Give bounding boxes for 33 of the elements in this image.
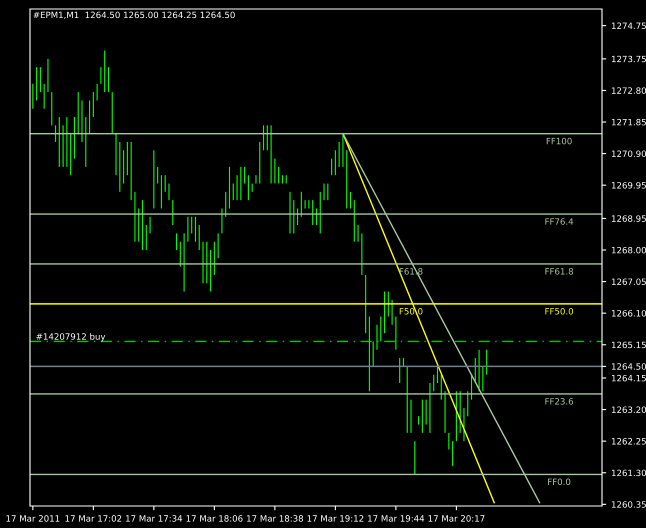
y-tick-label: 1274.75 [612,22,646,30]
y-tick-label: 1261.30 [612,470,646,476]
y-tick-label: 1262.25 [612,438,646,445]
ref-line-label: #14207912 buy [36,333,106,342]
x-tick-label: 17 Mar 2011 [6,515,60,522]
y-tick-label: 1268.00 [612,246,646,254]
y-tick-label: 1271.85 [612,118,646,126]
y-tick-label: 1273.75 [612,56,646,62]
x-tick-label: 17 Mar 19:44 [368,515,424,522]
ref-line-label: FF23.6 [545,398,574,405]
x-tick-label: 17 Mar 17:02 [66,515,122,522]
y-tick-label: 1269.95 [612,182,646,189]
x-tick-label: 17 Mar 20:17 [428,515,484,522]
ref-line-label: FF100 [546,138,572,144]
x-tick-label: 17 Mar 17:34 [126,515,182,522]
x-tick-label: 17 Mar 18:38 [247,515,304,522]
y-tick-label: 1264.50 [612,363,646,370]
x-tick-label: 17 Mar 19:12 [308,515,364,522]
ref-line-label: FF0.0 [548,478,570,486]
ref-line-label: FF61.8 [545,268,574,275]
y-tick-label: 1267.05 [612,278,646,285]
y-tick-label: 1265.15 [612,342,646,348]
chart-title: #EPM1,M1 1264.50 1265.00 1264.25 1264.50 [34,12,235,20]
ref-line-label: FF50.0 [545,308,574,315]
y-tick-label: 1263.20 [612,406,646,413]
ref-line-label: FF76.4 [545,218,574,225]
y-tick-label: 1266.10 [612,310,646,317]
y-tick-label: 1268.95 [612,215,646,222]
y-tick-label: 1270.90 [612,150,646,158]
y-tick-label: 1260.35 [612,501,646,508]
y-tick-label: 1264.15 [612,374,646,382]
x-tick-label: 17 Mar 18:06 [186,515,243,522]
y-tick-label: 1272.80 [612,87,646,94]
